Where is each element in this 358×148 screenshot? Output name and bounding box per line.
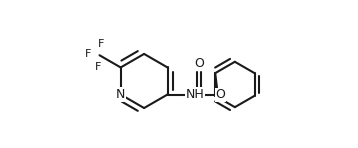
Text: F: F [85, 49, 92, 59]
Text: NH: NH [186, 88, 205, 101]
Text: O: O [194, 57, 204, 70]
Text: O: O [216, 88, 226, 101]
Text: F: F [98, 39, 105, 49]
Text: N: N [116, 88, 125, 101]
Text: F: F [95, 62, 101, 72]
